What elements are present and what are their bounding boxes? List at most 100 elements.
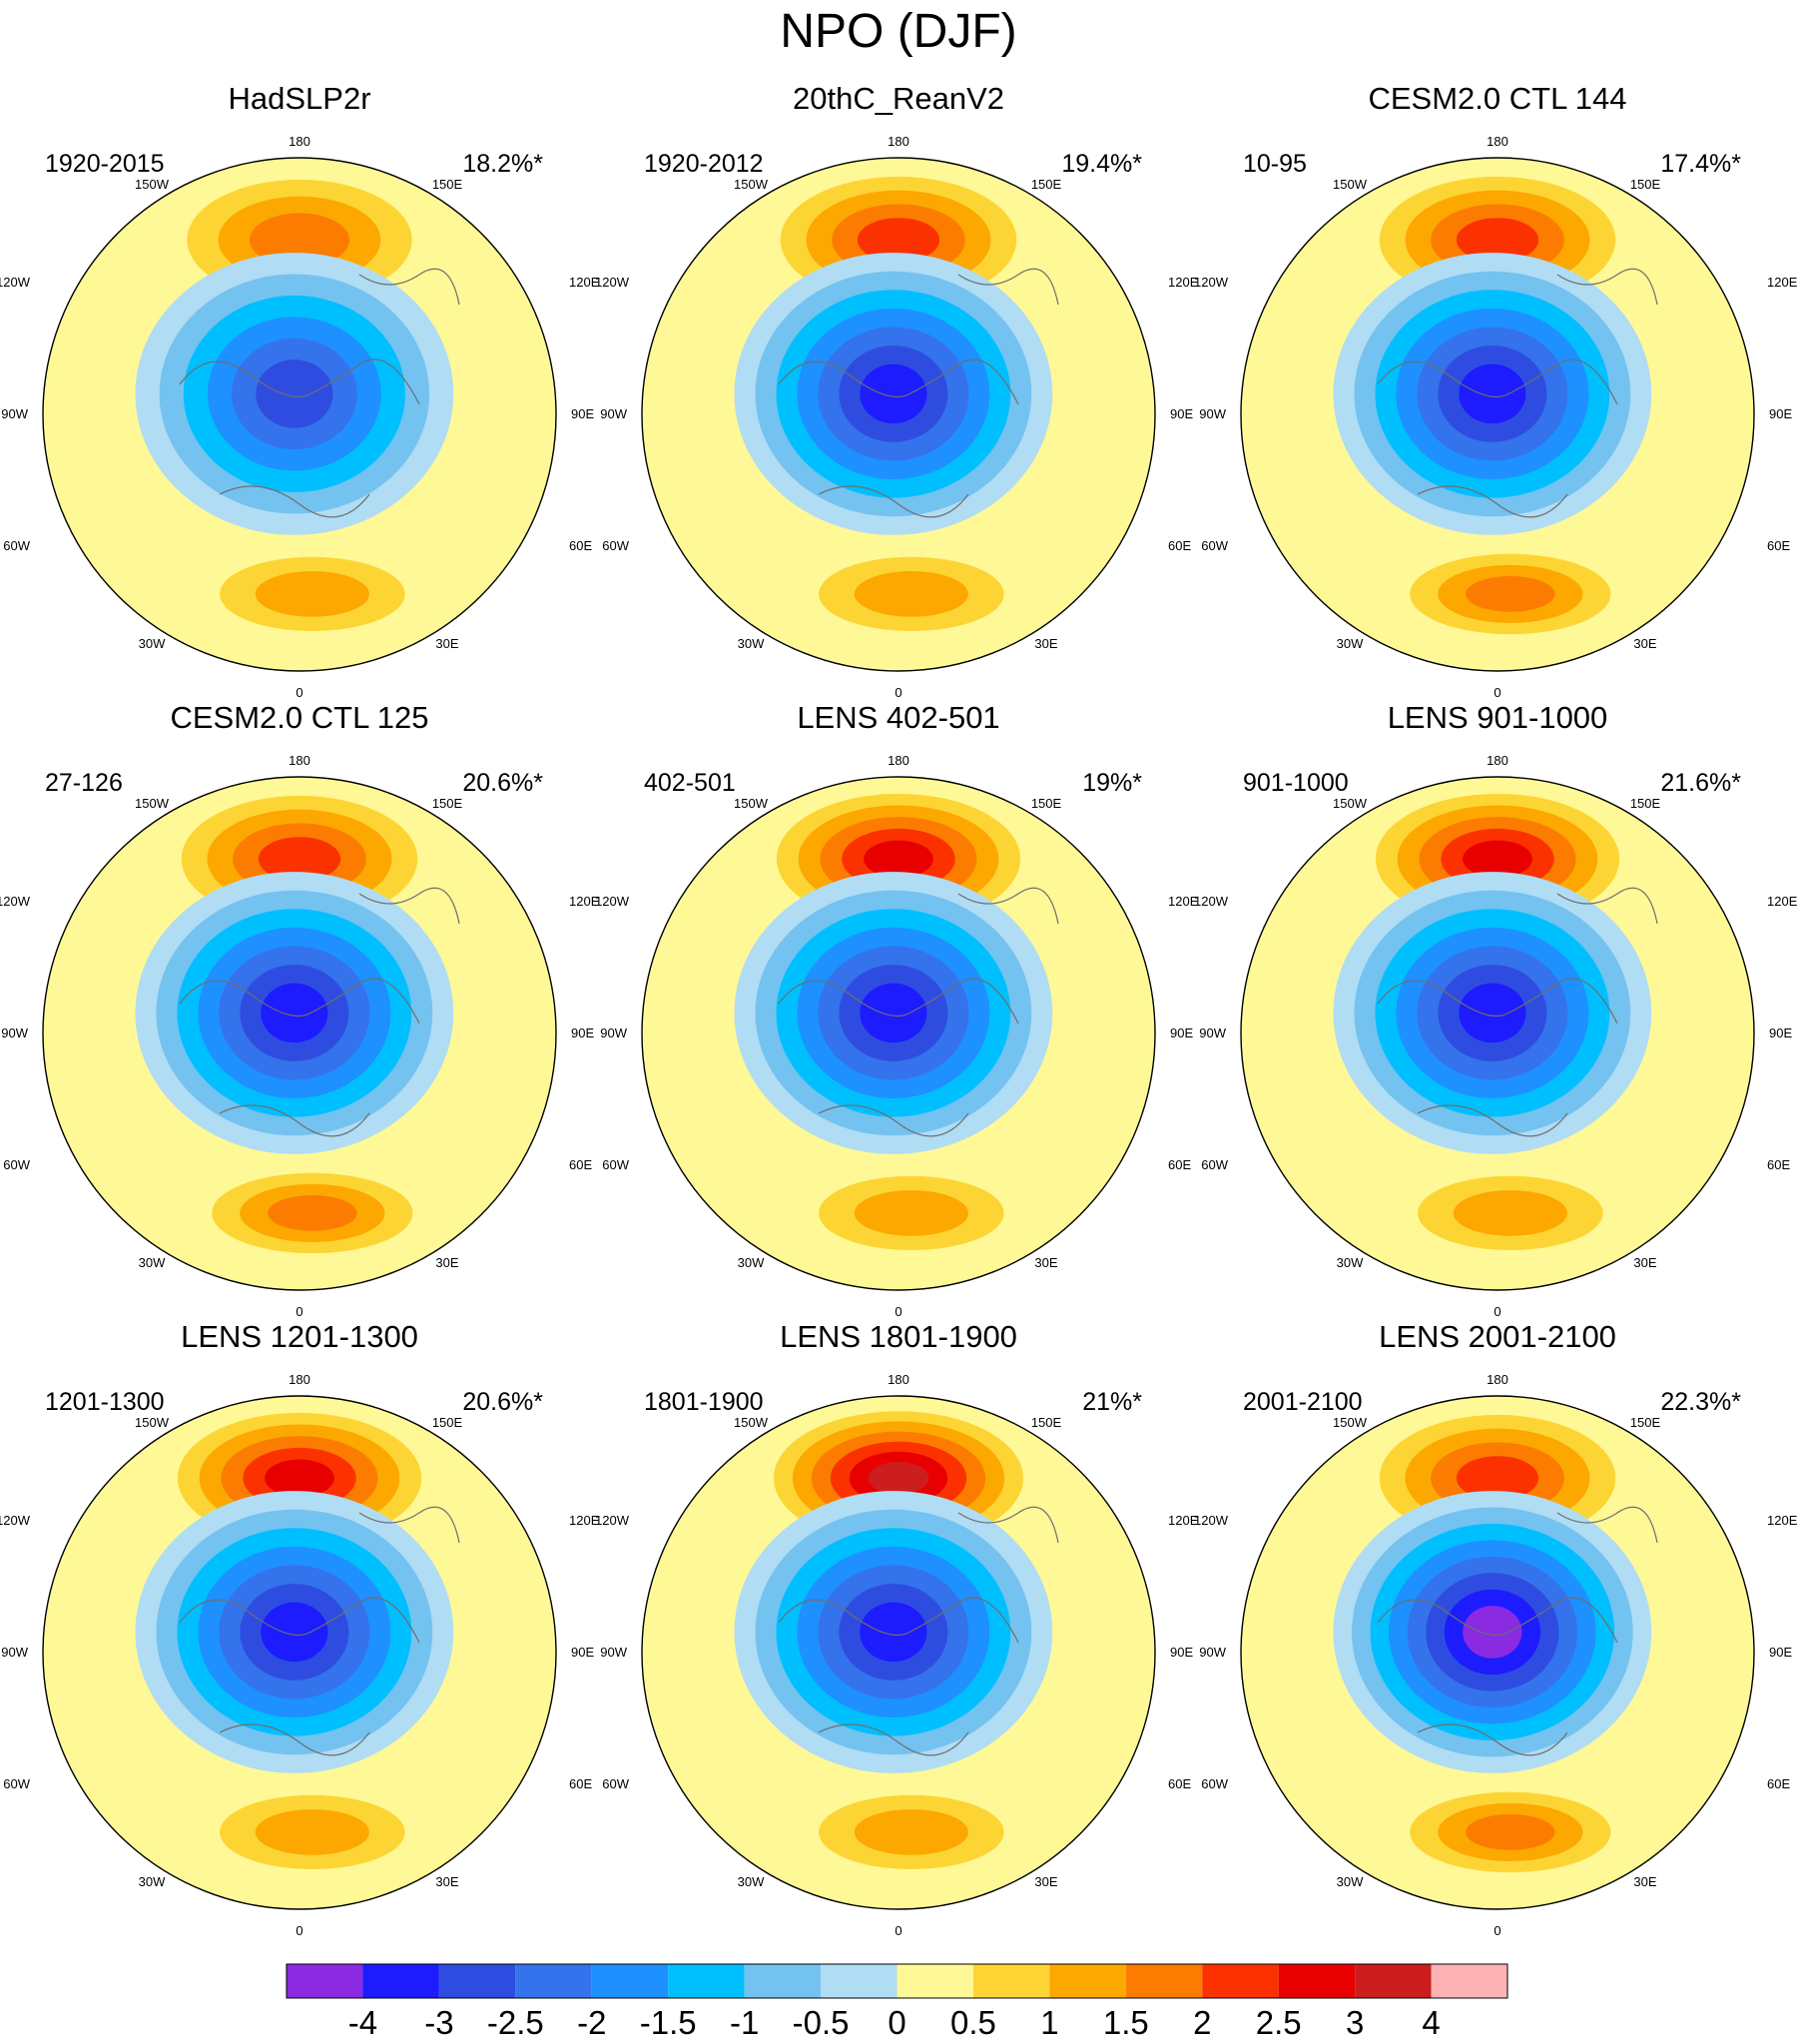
longitude-label: 30W xyxy=(1337,636,1364,651)
colorbar-tick-label: 1.5 xyxy=(1103,2004,1149,2041)
panel-variance: 18.2%* xyxy=(462,150,543,178)
panel-title: 20thC_ReanV2 xyxy=(793,81,1004,116)
longitude-label: 30E xyxy=(1633,636,1656,651)
panel-period: 10-95 xyxy=(1243,150,1307,178)
longitude-label: 150E xyxy=(1031,796,1062,811)
longitude-label: 120W xyxy=(0,275,31,290)
longitude-label: 60W xyxy=(1201,1157,1228,1172)
longitude-label: 120W xyxy=(1194,894,1229,909)
pacific-high-contour-5 xyxy=(258,837,341,882)
longitude-label: 90E xyxy=(571,406,594,421)
map-border xyxy=(1240,1395,1755,1910)
panel-period: 1201-1300 xyxy=(45,1388,165,1416)
atlantic-high-contour-3 xyxy=(854,1809,968,1855)
panel-variance: 21.6%* xyxy=(1660,769,1741,797)
pacific-high-contour-7 xyxy=(868,1462,929,1495)
panel-variance: 17.4%* xyxy=(1660,150,1741,178)
longitude-label: 30W xyxy=(139,636,166,651)
longitude-label: 30W xyxy=(738,1874,765,1889)
pacific-high-contour-6 xyxy=(1463,840,1532,878)
map-border xyxy=(1240,776,1755,1291)
longitude-label: 0 xyxy=(1494,685,1500,700)
arctic-low-contour-7 xyxy=(261,983,328,1043)
longitude-label: 120W xyxy=(0,1513,31,1528)
longitude-label: 30E xyxy=(435,636,458,651)
longitude-label: 30W xyxy=(738,1255,765,1270)
panel-period: 27-126 xyxy=(45,769,123,797)
longitude-label: 150E xyxy=(1630,177,1661,192)
longitude-label: 0 xyxy=(895,685,901,700)
longitude-label: 120W xyxy=(0,894,31,909)
panel-variance: 20.6%* xyxy=(462,1388,543,1416)
colorbar-tick-label: 0.5 xyxy=(950,2004,996,2041)
longitude-label: 60W xyxy=(602,538,629,553)
panel-title: CESM2.0 CTL 125 xyxy=(170,700,428,735)
longitude-label: 60W xyxy=(3,538,30,553)
longitude-label: 150W xyxy=(135,177,170,192)
longitude-label: 150W xyxy=(135,1415,170,1430)
longitude-label: 90E xyxy=(1170,406,1193,421)
longitude-label: 150W xyxy=(734,796,769,811)
longitude-label: 180 xyxy=(888,753,909,768)
map-panel-1: HadSLP2r 1920-2015 18.2%* 180 150W 150E 120W 12… xyxy=(0,81,600,700)
pacific-high-contour-5 xyxy=(857,218,940,263)
longitude-label: 30E xyxy=(435,1255,458,1270)
map-panel-5: LENS 402-501 402-501 19%* 180 150W 150E 120W 12… xyxy=(595,700,1199,1319)
longitude-label: 150W xyxy=(1333,796,1368,811)
colorbar-swatch xyxy=(591,1964,669,1998)
longitude-label: 90E xyxy=(1170,1025,1193,1040)
atlantic-high-contour-3 xyxy=(255,571,369,617)
longitude-label: 30E xyxy=(1034,1874,1057,1889)
panel-title: LENS 402-501 xyxy=(797,700,999,735)
map-panel-6: LENS 901-1000 901-1000 21.6%* 180 150W 150E 12… xyxy=(1194,700,1797,1319)
panel-variance: 20.6%* xyxy=(462,769,543,797)
arctic-low-contour-7 xyxy=(261,1602,328,1663)
map-panel-4: CESM2.0 CTL 125 27-126 20.6%* 180 150W 150E 12… xyxy=(0,700,600,1319)
map-border xyxy=(42,776,557,1291)
colorbar-tick-label: -3 xyxy=(424,2004,453,2041)
colorbar-swatch xyxy=(362,1964,439,1998)
colorbar-tick-label: -2.5 xyxy=(487,2004,544,2041)
longitude-label: 30E xyxy=(1034,1255,1057,1270)
map-panel-3: CESM2.0 CTL 144 10-95 17.4%* 180 150W 150E 120… xyxy=(1194,81,1797,700)
colorbar-swatch xyxy=(744,1964,822,1998)
map-border xyxy=(1240,157,1755,672)
longitude-label: 0 xyxy=(1494,1304,1500,1319)
longitude-label: 180 xyxy=(1487,134,1508,149)
map-border xyxy=(42,157,557,672)
longitude-label: 60E xyxy=(1767,1157,1790,1172)
colorbar-tick-label: -2 xyxy=(577,2004,606,2041)
panel-variance: 22.3%* xyxy=(1660,1388,1741,1416)
coastline xyxy=(1377,268,1658,518)
longitude-label: 120W xyxy=(1194,275,1229,290)
longitude-label: 120E xyxy=(1767,1513,1797,1528)
coastline xyxy=(1377,887,1658,1137)
panel-period: 901-1000 xyxy=(1243,769,1349,797)
longitude-label: 0 xyxy=(296,1304,302,1319)
colorbar-tick-label: 2.5 xyxy=(1256,2004,1302,2041)
coastline xyxy=(179,1506,460,1756)
longitude-label: 60E xyxy=(569,1157,592,1172)
longitude-label: 120E xyxy=(569,894,600,909)
map-border xyxy=(641,776,1156,1291)
longitude-label: 60E xyxy=(569,538,592,553)
colorbar-tick-label: -4 xyxy=(348,2004,377,2041)
map-border xyxy=(641,1395,1156,1910)
panel-period: 1801-1900 xyxy=(644,1388,764,1416)
longitude-label: 90W xyxy=(1,1645,28,1660)
longitude-label: 120W xyxy=(595,894,630,909)
longitude-label: 120E xyxy=(1168,275,1199,290)
map-border xyxy=(641,157,1156,672)
longitude-label: 60W xyxy=(602,1157,629,1172)
panel-period: 1920-2015 xyxy=(45,150,165,178)
colorbar-tick-label: 2 xyxy=(1193,2004,1211,2041)
coastline xyxy=(778,268,1059,518)
colorbar-swatch xyxy=(1049,1964,1126,1998)
longitude-label: 150E xyxy=(432,177,463,192)
longitude-label: 150E xyxy=(1630,1415,1661,1430)
arctic-low-contour-8 xyxy=(1463,1606,1522,1659)
colorbar-swatch xyxy=(438,1964,516,1998)
longitude-label: 150E xyxy=(1031,177,1062,192)
coastline xyxy=(179,268,460,518)
longitude-label: 60E xyxy=(1168,1776,1191,1791)
